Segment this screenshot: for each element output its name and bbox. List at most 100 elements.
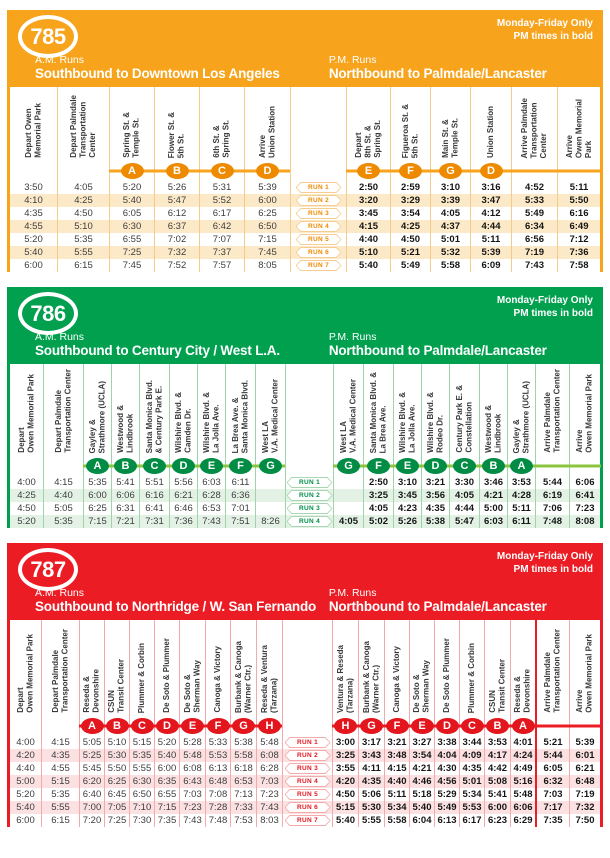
- run-column-header: [282, 620, 332, 716]
- time-cell: 7:30: [129, 814, 154, 827]
- time-cell: 7:36: [169, 515, 197, 528]
- time-cell: 6:23: [484, 814, 510, 827]
- note-days: Monday-Friday Only: [496, 551, 593, 562]
- time-cell: 6:06: [111, 489, 139, 502]
- time-cell: 5:15: [129, 736, 154, 749]
- route-number-badge: 787: [18, 548, 78, 591]
- stop-column-header: Plummer & Corbin: [459, 620, 484, 716]
- am-runs-label: A.M. Runs: [35, 586, 85, 599]
- time-cell: 4:21: [409, 762, 434, 775]
- time-cell: 6:09: [470, 259, 511, 272]
- run-badge: RUN 5: [295, 234, 342, 245]
- stop-letter-badge: A: [86, 458, 109, 474]
- time-cell: 6:18: [230, 762, 256, 775]
- run-label-cell: RUN 4: [282, 775, 332, 788]
- time-cell: 6:21: [169, 489, 197, 502]
- time-cell: 6:00: [83, 489, 111, 502]
- route-number-badge: 785: [18, 15, 78, 58]
- badge-row-cell: A: [109, 161, 154, 181]
- time-cell: 4:28: [507, 489, 535, 502]
- route-786-header-band: 786 Monday-Friday Only PM times in bold …: [7, 287, 603, 364]
- run-badge: RUN 1: [286, 477, 333, 488]
- time-cell: 7:32: [569, 801, 603, 814]
- time-cell: 7:19: [511, 246, 557, 259]
- time-cell: 5:20: [7, 515, 43, 528]
- time-cell: 4:04: [434, 749, 459, 762]
- stop-column-header: Plummer & Corbin: [129, 620, 154, 716]
- direction-headers: A.M. Runs Southbound to Northridge / W. …: [7, 587, 603, 615]
- time-cell: 7:45: [109, 259, 154, 272]
- time-cell: 4:30: [434, 762, 459, 775]
- time-cell: 6:21: [569, 762, 603, 775]
- time-cell: 5:30: [104, 749, 129, 762]
- time-cell: 5:35: [57, 233, 109, 246]
- time-cell: 3:53: [484, 736, 510, 749]
- time-cell: 3:50: [7, 181, 57, 194]
- stop-column-header: Westwood & Lindbrook: [111, 364, 139, 456]
- badge-row-cell: E: [346, 161, 390, 181]
- stop-letter-badge: E: [357, 163, 380, 179]
- direction-headers: A.M. Runs Southbound to Downtown Los Ang…: [7, 54, 603, 82]
- schedule-note: Monday-Friday Only PM times in bold: [497, 17, 593, 43]
- time-cell: 5:55: [41, 801, 79, 814]
- time-cell: 6:45: [104, 788, 129, 801]
- stop-column-header: Wilshire Blvd. & Camden Dr.: [169, 364, 197, 456]
- time-cell: 4:55: [41, 762, 79, 775]
- stop-column-header: Canoga & Victory: [205, 620, 230, 716]
- time-cell: 6:48: [205, 775, 230, 788]
- time-cell: 5:40: [409, 801, 434, 814]
- time-cell: 7:12: [557, 233, 603, 246]
- time-cell: 7:43: [256, 801, 282, 814]
- time-cell: 3:20: [346, 194, 390, 207]
- time-cell: 5:15: [41, 775, 79, 788]
- time-cell: 4:15: [346, 220, 390, 233]
- time-cell: 3:16: [470, 181, 511, 194]
- time-cell: 5:05: [79, 736, 104, 749]
- time-cell: 6:06: [569, 476, 603, 489]
- stop-column-header: Canoga & Victory: [384, 620, 409, 716]
- badge-row-cell: F: [390, 161, 430, 181]
- run-label-cell: RUN 1: [285, 476, 333, 489]
- time-cell: 4:37: [430, 220, 470, 233]
- time-cell: 3:55: [332, 762, 358, 775]
- time-cell: 3:21: [384, 736, 409, 749]
- time-cell: 5:49: [390, 259, 430, 272]
- stop-letter-badge: C: [143, 458, 166, 474]
- pm-direction-header: P.M. Runs Northbound to Palmdale/Lancast…: [329, 587, 603, 615]
- time-cell: 5:10: [57, 220, 109, 233]
- time-cell: 2:50: [363, 476, 393, 489]
- badge-row-cell: C: [139, 456, 169, 476]
- time-cell: 4:25: [390, 220, 430, 233]
- stop-column-header: Wilshire Blvd. & Rodeo Dr.: [421, 364, 449, 456]
- time-cell: 5:40: [109, 194, 154, 207]
- route-787-timetable: Depart Owen Memorial Park Depart Palmdale…: [7, 620, 603, 827]
- time-cell: 5:52: [199, 194, 244, 207]
- run-label-cell: RUN 5: [282, 788, 332, 801]
- time-cell: 5:55: [57, 246, 109, 259]
- time-cell: 5:47: [154, 194, 199, 207]
- run-badge: RUN 4: [286, 516, 333, 527]
- time-cell: 6:41: [569, 489, 603, 502]
- time-cell: 5:51: [139, 476, 169, 489]
- stop-letter-badge: E: [181, 718, 204, 734]
- badge-row-cell: G: [255, 456, 285, 476]
- stop-column-header: La Brea Ave. & Santa Monica Blvd.: [225, 364, 255, 456]
- badge-row-cell: [569, 456, 603, 476]
- stop-column-header: Wilshire Blvd. & La Jolla Ave.: [393, 364, 421, 456]
- stop-letter-badge: F: [206, 718, 230, 734]
- time-cell: 5:11: [507, 502, 535, 515]
- time-cell: 5:50: [104, 762, 129, 775]
- time-cell: 5:53: [459, 801, 484, 814]
- badge-row-cell: [535, 716, 569, 736]
- stop-letter-badge: H: [258, 718, 281, 734]
- time-cell: 7:53: [230, 814, 256, 827]
- time-cell: 5:29: [434, 788, 459, 801]
- run-badge: RUN 5: [284, 789, 331, 800]
- stop-letter-badge: G: [360, 718, 383, 734]
- stop-letter-badge: D: [155, 718, 179, 734]
- time-cell: 5:34: [459, 788, 484, 801]
- pm-direction-header: P.M. Runs Northbound to Palmdale/Lancast…: [329, 331, 603, 359]
- time-cell: 8:05: [244, 259, 290, 272]
- route-787-section: 787 Monday-Friday Only PM times in bold …: [7, 543, 603, 827]
- badge-row-cell: [285, 456, 333, 476]
